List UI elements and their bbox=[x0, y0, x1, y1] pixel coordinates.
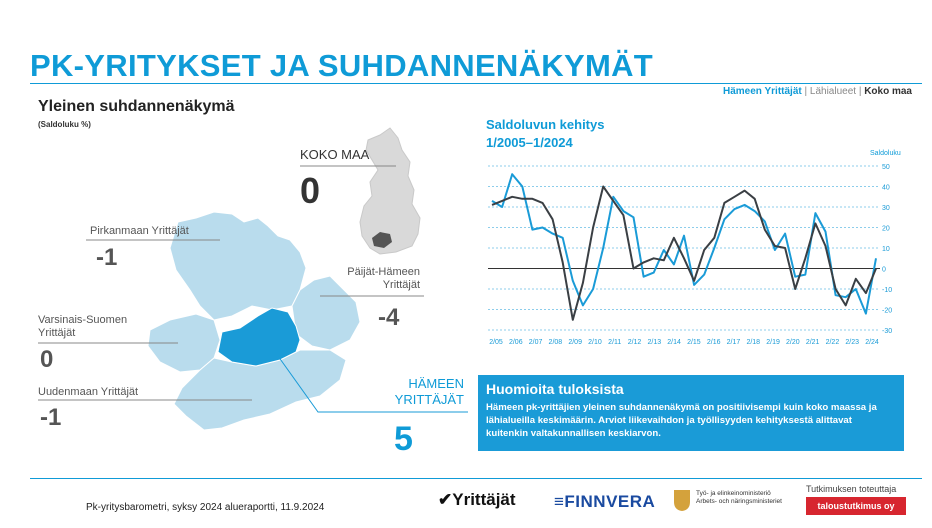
hameen-region bbox=[217, 307, 301, 367]
uusimaa-label: Uudenmaan Yrittäjät bbox=[38, 386, 139, 398]
varsinais-suomi-value: 0 bbox=[40, 346, 54, 373]
y-tick-label: -10 bbox=[882, 287, 892, 294]
y-tick-label: 30 bbox=[882, 205, 890, 212]
x-tick-label: 2/19 bbox=[766, 339, 780, 346]
varsinais-suomi-label: Varsinais-Suomen Yrittäjät bbox=[38, 314, 128, 339]
tem-logo-line1: Työ- ja elinkeinoministeriö bbox=[696, 490, 771, 497]
x-tick-label: 2/22 bbox=[826, 339, 840, 346]
chart-title-line1: Saldoluvun kehitys bbox=[486, 117, 605, 132]
nav-lahialueet[interactable]: Lähialueet bbox=[809, 86, 857, 97]
x-tick-label: 2/17 bbox=[727, 339, 741, 346]
yrittajat-logo-icon: ✔ bbox=[438, 490, 453, 509]
finland-map bbox=[359, 127, 421, 255]
research-label: Tutkimuksen toteuttaja bbox=[806, 484, 897, 494]
pirkanmaa-region bbox=[169, 211, 307, 321]
y-tick-label: 10 bbox=[882, 246, 890, 253]
koko-maa-value: 0 bbox=[300, 170, 321, 211]
x-tick-label: 2/13 bbox=[648, 339, 662, 346]
nav-hameen-yrittajat[interactable]: Hämeen Yrittäjät bbox=[722, 86, 802, 97]
paijat-hameen-value: -4 bbox=[378, 304, 400, 331]
finnvera-logo-text: FINNVERA bbox=[564, 492, 656, 511]
x-tick-label: 2/24 bbox=[865, 339, 879, 346]
map-section-title: Yleinen suhdannenäkymä bbox=[38, 98, 235, 115]
hameen-label: HÄMEEN YRITTÄJÄT bbox=[394, 376, 464, 407]
highlights-title: Huomioita tuloksista bbox=[486, 381, 624, 397]
koko-maa-label: KOKO MAA bbox=[300, 147, 370, 162]
x-tick-label: 2/20 bbox=[786, 339, 800, 346]
y-tick-label: 0 bbox=[882, 267, 886, 274]
x-tick-label: 2/21 bbox=[806, 339, 820, 346]
chart-ylabel: Saldoluku bbox=[870, 150, 901, 157]
y-tick-label: 50 bbox=[882, 164, 890, 171]
x-tick-label: 2/18 bbox=[746, 339, 760, 346]
title-divider bbox=[30, 83, 922, 84]
paijat-hameen-label: Päijät-Hämeen Yrittäjät bbox=[347, 266, 420, 291]
yrittajat-logo-text: Yrittäjät bbox=[452, 490, 516, 509]
map-section-unit: (Saldoluku %) bbox=[38, 120, 91, 129]
x-tick-label: 2/10 bbox=[588, 339, 602, 346]
finnvera-logo-icon: ≡ bbox=[554, 492, 565, 511]
nav-separator: | bbox=[856, 86, 865, 97]
x-tick-label: 2/08 bbox=[549, 339, 563, 346]
x-tick-label: 2/14 bbox=[667, 339, 681, 346]
uusimaa-value: -1 bbox=[40, 404, 62, 431]
highlights-text: Hämeen pk-yrittäjien yleinen suhdannenäk… bbox=[486, 402, 877, 439]
highlights-box: Huomioita tuloksista Hämeen pk-yrittäjie… bbox=[478, 375, 904, 451]
x-tick-label: 2/09 bbox=[568, 339, 582, 346]
x-tick-label: 2/12 bbox=[628, 339, 642, 346]
x-tick-label: 2/07 bbox=[529, 339, 543, 346]
x-tick-label: 2/15 bbox=[687, 339, 701, 346]
tem-logo-line2: Arbets- och näringsministeriet bbox=[696, 498, 782, 505]
y-tick-label: -30 bbox=[882, 328, 892, 335]
breadcrumb-nav: Hämeen Yrittäjät | Lähialueet | Koko maa bbox=[723, 86, 912, 97]
footer-source: Pk-yritysbarometri, syksy 2024 aluerapor… bbox=[86, 502, 325, 513]
page-title: PK-YRITYKSET JA SUHDANNENÄKYMÄT bbox=[30, 48, 654, 83]
chart-title-line2: 1/2005–1/2024 bbox=[486, 135, 573, 150]
x-tick-label: 2/16 bbox=[707, 339, 721, 346]
chart-title: Saldoluvun kehitys 1/2005–1/2024 bbox=[486, 116, 604, 152]
x-tick-label: 2/23 bbox=[845, 339, 859, 346]
series-line-1 bbox=[491, 185, 877, 321]
x-tick-label: 2/05 bbox=[489, 339, 503, 346]
pirkanmaa-label: Pirkanmaan Yrittäjät bbox=[90, 225, 189, 237]
line-chart: 50 40 30 20 10 0 -10 -20 -30 2/05 2/06 2/07 2/08 2/09… bbox=[488, 164, 892, 346]
taloustutkimus-logo: taloustutkimus oy bbox=[806, 497, 906, 515]
nav-koko-maa[interactable]: Koko maa bbox=[864, 86, 912, 97]
yrittajat-logo: ✔Yrittäjät bbox=[438, 490, 516, 510]
series-line-0 bbox=[491, 173, 877, 315]
x-tick-label: 2/06 bbox=[509, 339, 523, 346]
pirkanmaa-value: -1 bbox=[96, 244, 118, 271]
y-tick-label: 20 bbox=[882, 226, 890, 233]
tem-crest-icon bbox=[674, 490, 690, 511]
tem-logo: Työ- ja elinkeinoministeriö Arbets- och … bbox=[696, 490, 796, 506]
nav-separator: | bbox=[801, 86, 810, 97]
finland-hameen-region bbox=[372, 232, 392, 248]
x-tick-label: 2/11 bbox=[608, 339, 621, 346]
footer-divider bbox=[30, 478, 922, 479]
y-tick-label: 40 bbox=[882, 185, 890, 192]
finnvera-logo: ≡FINNVERA bbox=[554, 492, 655, 512]
y-tick-label: -20 bbox=[882, 308, 892, 315]
hameen-value: 5 bbox=[394, 420, 413, 458]
